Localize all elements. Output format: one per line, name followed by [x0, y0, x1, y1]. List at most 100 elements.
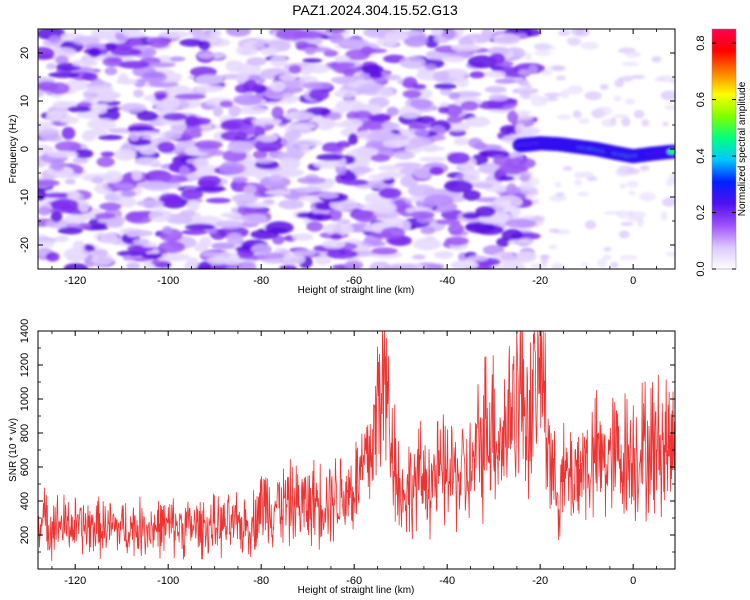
heatmap-cell: [501, 262, 526, 269]
heatmap-cell: [317, 192, 339, 199]
snr-x-axis-label: Height of straight line (km): [298, 585, 415, 596]
heatmap-cell: [515, 250, 537, 263]
heatmap-cell: [416, 116, 436, 124]
heatmap-cell: [231, 193, 259, 204]
heatmap-cell: [360, 45, 374, 56]
heatmap-cell: [580, 41, 599, 50]
heatmap-cell: [633, 109, 645, 119]
heatmap-cell: [73, 35, 101, 46]
heatmap-cell: [225, 29, 251, 37]
heatmap-cell: [94, 212, 116, 220]
heatmap-cell: [629, 211, 647, 219]
heatmap-cell: [571, 29, 585, 37]
x-tick-label: -60: [346, 575, 362, 587]
heatmap-cell: [284, 130, 302, 140]
heatmap-cell: [211, 242, 235, 250]
heatmap-cell: [150, 259, 162, 265]
heatmap-cell: [666, 179, 675, 187]
heatmap-cell: [215, 220, 244, 229]
heatmap-cell: [195, 74, 224, 85]
heatmap-cell: [38, 188, 47, 202]
heatmap-cell: [72, 59, 99, 68]
heatmap-cell: [50, 198, 79, 211]
colorbar-tick-label: 0.2: [695, 205, 707, 220]
heatmap-cell: [478, 149, 509, 156]
heatmap-cell: [127, 125, 153, 133]
heatmap-cell: [581, 171, 594, 179]
heatmap-cell: [275, 29, 307, 41]
heatmap-cell: [46, 150, 79, 158]
heatmap-cell: [412, 83, 427, 90]
x-tick-label: -40: [439, 275, 455, 287]
heatmap-cell: [194, 242, 209, 252]
heatmap-cell: [260, 46, 279, 56]
heatmap-cell: [55, 172, 83, 179]
heatmap-cell: [603, 210, 622, 215]
heatmap-cell: [330, 233, 342, 241]
heatmap-cell: [158, 30, 191, 39]
heatmap-cell: [342, 118, 363, 129]
heatmap-cell: [484, 85, 507, 94]
heatmap-cell: [626, 180, 639, 188]
heatmap-cell: [351, 147, 379, 156]
heatmap-cell: [546, 96, 558, 102]
heatmap-cell: [518, 69, 530, 76]
heatmap-cell: [333, 62, 356, 68]
heatmap-cell: [595, 106, 613, 116]
heatmap-cell: [443, 180, 474, 193]
heatmap-cell: [625, 98, 636, 105]
heatmap-cell: [493, 195, 523, 209]
heatmap-cell: [99, 202, 122, 211]
heatmap-cell: [520, 111, 529, 119]
heatmap-cell: [50, 211, 63, 223]
heatmap-cell: [501, 228, 524, 242]
heatmap-cell: [184, 223, 216, 231]
heatmap-cell: [333, 89, 359, 99]
heatmap-cell: [295, 40, 310, 49]
heatmap-cell: [185, 117, 212, 126]
heatmap-cell: [380, 227, 406, 239]
heatmap-cell: [52, 100, 70, 109]
x-tick-label: -20: [532, 275, 548, 287]
heatmap-cell: [55, 55, 69, 65]
heatmap-cell: [254, 41, 266, 50]
snr-axes: -120 -100 -80 -60 -40 -20 0 200 400 600 800 1000 120…: [19, 319, 675, 587]
heatmap-cell: [38, 240, 55, 249]
heatmap-cell: [368, 174, 393, 181]
heatmap-cell: [63, 247, 89, 261]
heatmap-cell: [538, 45, 556, 50]
heatmap-cell: [469, 71, 485, 79]
heatmap-cell: [247, 74, 262, 82]
heatmap-cell: [45, 219, 73, 229]
heatmap-cell: [93, 248, 108, 258]
heatmap-cell: [348, 133, 359, 145]
heatmap-cell: [494, 78, 516, 84]
heatmap-cell: [81, 72, 98, 82]
heatmap-cell: [96, 156, 115, 168]
heatmap-cell: [90, 29, 112, 39]
heatmap-cell: [385, 74, 401, 81]
heatmap-cell: [212, 105, 224, 117]
heatmap-cell: [614, 79, 624, 88]
heatmap-cell: [428, 263, 445, 269]
heatmap-cell: [601, 118, 617, 128]
heatmap-cell: [491, 265, 503, 269]
heatmap-cell: [665, 251, 675, 257]
x-tick-label: 0: [630, 275, 636, 287]
heatmap-cell: [429, 166, 444, 176]
heatmap-cell: [478, 100, 504, 110]
heatmap-cell: [343, 68, 355, 78]
heatmap-cell: [548, 244, 558, 250]
heatmap-cell: [117, 196, 137, 208]
y-tick-label: 0: [19, 146, 31, 152]
heatmap-cell: [432, 71, 450, 82]
heatmap-cell: [241, 213, 268, 224]
x-tick-label: -80: [253, 275, 269, 287]
heatmap-cell: [124, 229, 154, 237]
x-tick-label: -80: [253, 575, 269, 587]
heatmap-cell: [121, 153, 137, 159]
heatmap-cell: [475, 206, 496, 218]
heatmap-cell: [243, 79, 258, 93]
heatmap-cell: [306, 221, 324, 232]
